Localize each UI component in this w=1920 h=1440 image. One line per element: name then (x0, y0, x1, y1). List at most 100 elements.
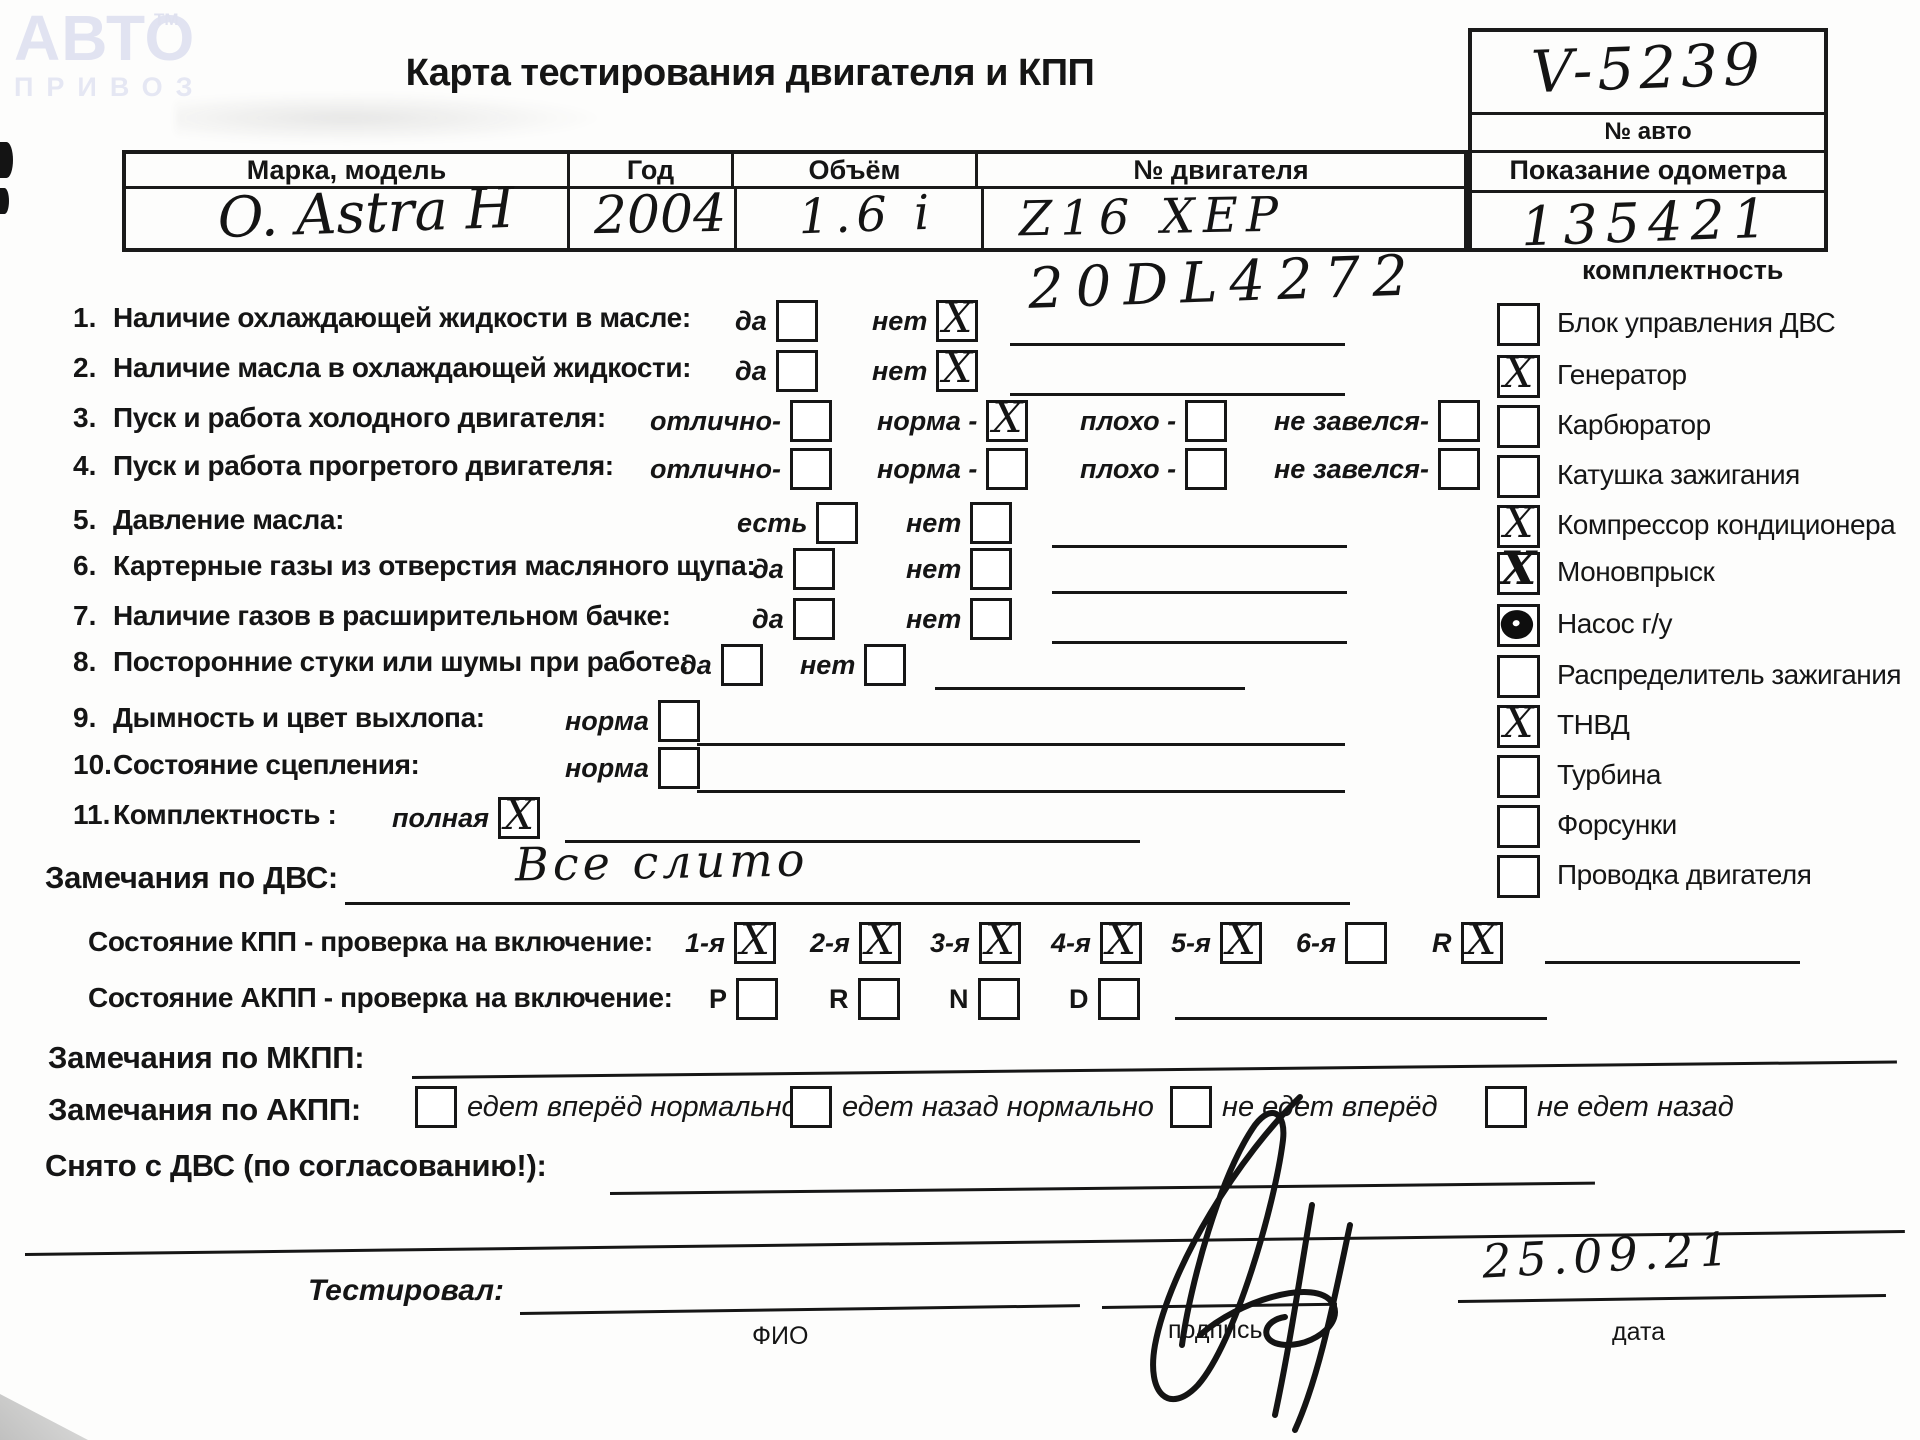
brand-logo-subtext: ПРИВОЗ (14, 72, 206, 102)
checklist-option-label: не завелся- (1274, 453, 1429, 484)
checklist-option: да (735, 350, 818, 392)
notes-line (935, 687, 1245, 690)
checklist-option: нет (906, 502, 1013, 544)
checkbox[interactable] (864, 644, 907, 686)
checklist-item-question: Состояние сцепления: (113, 749, 420, 780)
tester-label: Тестировал: (308, 1274, 504, 1307)
checkbox[interactable]: X (1497, 545, 1540, 595)
checkbox[interactable] (775, 350, 818, 392)
checkbox[interactable] (1497, 755, 1540, 798)
checklist-item-6: 6. Картерные газы из отверстия масляного … (0, 548, 1920, 594)
checklist-option-label: нет (906, 553, 962, 584)
checkbox[interactable]: X (978, 917, 1021, 964)
check-mark-x: X (864, 915, 895, 964)
equipment-item-label: Насос г/у (1557, 608, 1672, 639)
checkbox[interactable]: X (1497, 500, 1540, 548)
checklist-item-number: 11. (73, 799, 111, 830)
kpp-gear-option: 4-я X (1051, 917, 1142, 964)
check-mark-x: X (504, 790, 534, 839)
checklist-item-3: 3. Пуск и работа холодного двигателя: отли… (0, 395, 1920, 446)
checkbox[interactable] (857, 978, 900, 1020)
checkbox[interactable] (1497, 805, 1540, 848)
checkbox[interactable]: X (858, 917, 901, 964)
mkpp-notes-line (411, 1060, 1897, 1079)
checkbox[interactable] (970, 598, 1013, 640)
checklist-option-label: есть (737, 507, 808, 538)
checkbox[interactable] (775, 300, 818, 342)
removed-label: Снято с ДВС (по согласованию!): (45, 1148, 547, 1183)
checkbox[interactable] (1185, 448, 1228, 490)
checkbox[interactable]: X (733, 917, 776, 964)
checkbox[interactable]: X (936, 295, 979, 342)
checkbox[interactable] (1497, 655, 1540, 698)
checkbox[interactable]: X (1497, 700, 1540, 748)
checkbox[interactable] (1437, 400, 1480, 442)
checkbox[interactable] (1344, 922, 1387, 964)
checkbox[interactable]: X (1497, 350, 1540, 398)
checkbox[interactable] (657, 700, 700, 742)
akpp-position-label: P (709, 983, 728, 1014)
checkbox[interactable] (1185, 400, 1228, 442)
odometer-value: 135421 (1519, 186, 1777, 259)
checklist-option-label: отлично- (650, 453, 781, 484)
checkbox[interactable]: X (1099, 917, 1142, 964)
checkbox[interactable] (1497, 303, 1540, 346)
kpp-gear-option: 1-я X (685, 917, 776, 964)
equipment-item: Карбюратор (1497, 405, 1917, 449)
checkbox[interactable] (657, 747, 700, 789)
checklist-item-number: 7. (73, 600, 97, 631)
equipment-item: Блок управления ДВС (1497, 303, 1917, 347)
checkbox[interactable] (415, 1086, 457, 1128)
checkbox[interactable] (792, 598, 835, 640)
checkbox[interactable]: X (1460, 917, 1503, 964)
checkbox[interactable] (792, 548, 835, 590)
checkbox[interactable] (970, 548, 1013, 590)
scan-smudge (175, 92, 605, 144)
checkbox[interactable] (1437, 448, 1480, 490)
checkbox[interactable] (720, 644, 763, 686)
checklist-option: нет (906, 548, 1013, 590)
checklist-option: не завелся- (1274, 400, 1480, 442)
checkbox[interactable]: X (936, 345, 979, 392)
checkbox[interactable]: X (1219, 917, 1262, 964)
checkbox[interactable] (1497, 855, 1540, 898)
checkbox[interactable] (1485, 1086, 1527, 1128)
trademark-symbol: ТМ (154, 10, 179, 29)
col-header-volume: Объём (731, 154, 975, 186)
checkbox[interactable] (789, 448, 832, 490)
checkbox[interactable] (1097, 978, 1140, 1020)
checklist-option: норма (565, 700, 700, 742)
akpp-position-label: N (949, 983, 969, 1014)
checkbox[interactable] (790, 1086, 832, 1128)
kpp-gear-option: 5-я X (1171, 917, 1262, 964)
notes-line (1010, 393, 1345, 396)
checkbox[interactable] (986, 448, 1029, 490)
checklist-option-label: норма (565, 752, 649, 783)
checklist-item-question: Дымность и цвет выхлопа: (113, 702, 485, 733)
akpp-position-label: R (829, 983, 849, 1014)
date-value: 25.09.21 (1480, 1221, 1737, 1289)
kpp-gear-label: R (1432, 927, 1452, 958)
checkbox[interactable] (736, 978, 779, 1020)
checkbox[interactable] (1170, 1086, 1212, 1128)
checkbox[interactable] (970, 502, 1013, 544)
checklist-option: норма (565, 747, 700, 789)
checklist-option: нет (800, 644, 907, 686)
fio-line (519, 1304, 1080, 1315)
equipment-item: Распределитель зажигания (1497, 655, 1917, 699)
checkbox[interactable] (1497, 405, 1540, 448)
checkbox[interactable]: X (498, 792, 541, 839)
checkbox[interactable] (977, 978, 1020, 1020)
checkbox[interactable] (789, 400, 832, 442)
kpp-gear-label: 1-я (685, 927, 725, 958)
checklist-item-number: 3. (73, 402, 97, 433)
checkbox[interactable]: X (986, 395, 1029, 442)
dvs-notes-value: Все слито (514, 832, 809, 892)
checkbox[interactable] (1497, 455, 1540, 498)
checklist-item-10: 10. Состояние сцепления: норма (0, 747, 1920, 793)
checkbox[interactable] (816, 502, 859, 544)
date-line (1457, 1294, 1886, 1303)
checklist-option: не завелся- (1274, 448, 1480, 490)
checkbox[interactable] (1497, 604, 1540, 647)
checklist-item-2: 2. Наличие масла в охлаждающей жидкости: д… (0, 345, 1920, 396)
